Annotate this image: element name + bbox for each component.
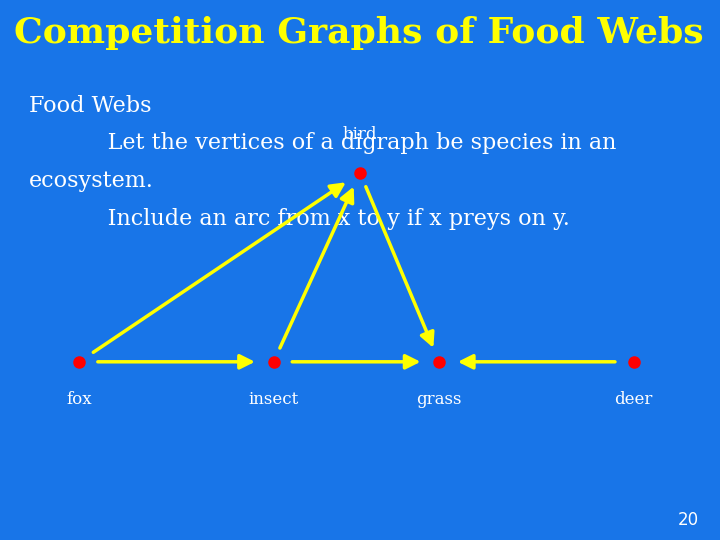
Text: insect: insect (248, 392, 299, 408)
Text: bird: bird (343, 126, 377, 143)
Text: fox: fox (66, 392, 92, 408)
Text: 20: 20 (678, 511, 698, 529)
Text: Include an arc from x to y if x preys on y.: Include an arc from x to y if x preys on… (72, 208, 570, 230)
Text: ecosystem.: ecosystem. (29, 170, 153, 192)
Text: Let the vertices of a digraph be species in an: Let the vertices of a digraph be species… (72, 132, 616, 154)
Text: grass: grass (416, 392, 462, 408)
Text: deer: deer (614, 392, 653, 408)
Text: Competition Graphs of Food Webs: Competition Graphs of Food Webs (14, 16, 704, 50)
Text: Food Webs: Food Webs (29, 94, 151, 117)
